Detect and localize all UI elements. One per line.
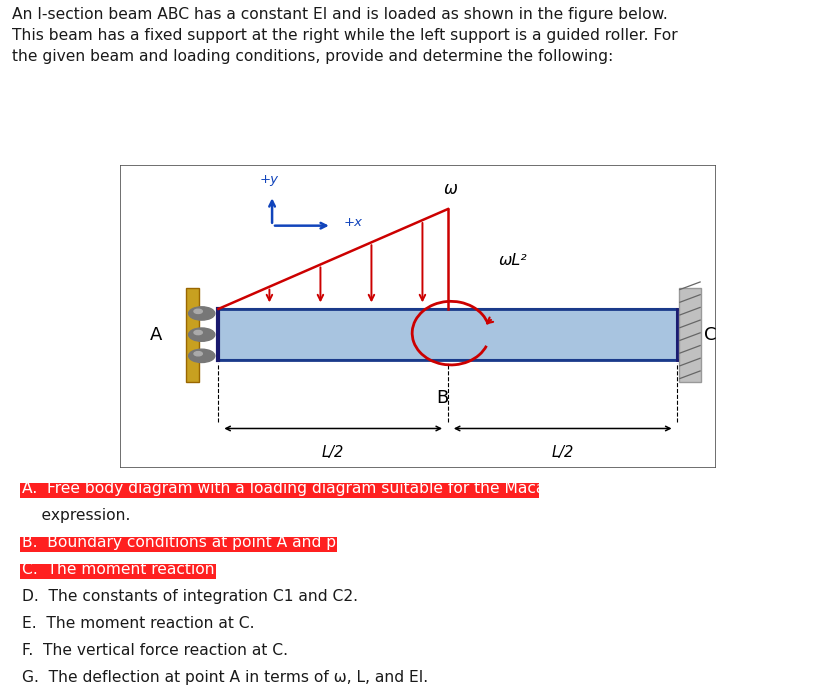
Text: ωL²: ωL² <box>498 253 527 268</box>
Bar <box>185 288 198 382</box>
Circle shape <box>189 307 214 320</box>
Bar <box>20 563 215 579</box>
Text: +y: +y <box>260 173 278 186</box>
Text: +x: +x <box>343 216 362 229</box>
Text: L/2: L/2 <box>551 445 573 460</box>
Text: E.  The moment reaction at C.: E. The moment reaction at C. <box>22 616 255 631</box>
Text: A: A <box>150 325 162 343</box>
Text: D.  The constants of integration C1 and C2.: D. The constants of integration C1 and C… <box>22 589 358 604</box>
Text: F.  The vertical force reaction at C.: F. The vertical force reaction at C. <box>22 643 288 658</box>
Text: G.  The deflection at point A in terms of ω, L, and EI.: G. The deflection at point A in terms of… <box>22 670 428 685</box>
Text: An I-section beam ABC has a constant EI and is loaded as shown in the figure bel: An I-section beam ABC has a constant EI … <box>12 7 677 64</box>
Circle shape <box>194 352 202 356</box>
Bar <box>20 483 538 498</box>
Text: expression.: expression. <box>22 508 131 523</box>
Circle shape <box>189 350 214 363</box>
Text: ω: ω <box>443 180 457 198</box>
Text: B: B <box>435 389 447 407</box>
Circle shape <box>194 309 202 314</box>
Text: C.  The moment reaction at A.: C. The moment reaction at A. <box>22 562 255 577</box>
Text: L/2: L/2 <box>322 445 344 460</box>
Bar <box>218 309 676 361</box>
Bar <box>678 288 700 382</box>
Text: A.  Free body diagram with a loading diagram suitable for the Macaulay moment: A. Free body diagram with a loading diag… <box>22 481 648 496</box>
Circle shape <box>194 330 202 334</box>
Circle shape <box>189 328 214 341</box>
Bar <box>20 537 337 552</box>
Text: C: C <box>703 325 715 343</box>
Text: B.  Boundary conditions at point A and point C.: B. Boundary conditions at point A and po… <box>22 535 386 550</box>
